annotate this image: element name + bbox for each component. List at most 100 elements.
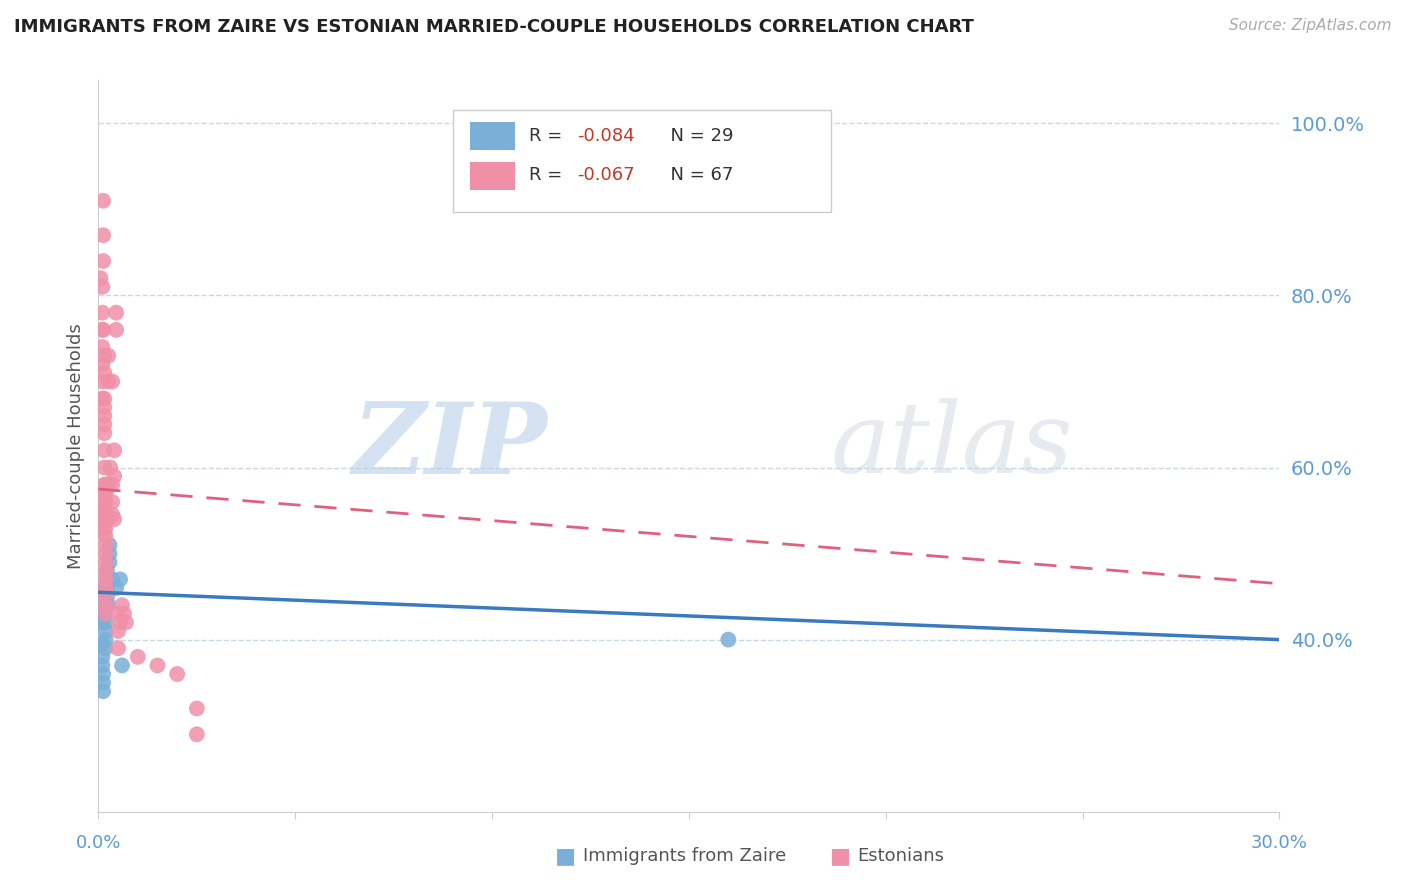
Point xyxy=(91,254,114,268)
Point xyxy=(94,564,117,578)
Point xyxy=(94,503,117,517)
Text: ZIP: ZIP xyxy=(353,398,547,494)
Point xyxy=(93,598,115,612)
Point xyxy=(93,500,115,514)
Text: R =: R = xyxy=(530,127,568,145)
Point xyxy=(93,460,115,475)
Point xyxy=(97,477,120,491)
Point xyxy=(98,460,121,475)
Point xyxy=(94,607,117,621)
Point xyxy=(93,508,115,522)
Point xyxy=(93,516,115,531)
Point xyxy=(107,607,129,621)
Text: N = 29: N = 29 xyxy=(659,127,734,145)
Point xyxy=(91,649,114,664)
Text: -0.084: -0.084 xyxy=(576,127,634,145)
Point xyxy=(96,564,118,578)
Point xyxy=(108,615,131,630)
Point xyxy=(146,658,169,673)
Point xyxy=(107,624,129,638)
Point xyxy=(91,615,114,630)
Text: ■: ■ xyxy=(555,847,576,866)
FancyBboxPatch shape xyxy=(471,162,516,190)
Point xyxy=(97,598,120,612)
Point xyxy=(94,581,117,595)
Point xyxy=(89,607,111,621)
Point xyxy=(94,477,117,491)
Point xyxy=(91,675,114,690)
Point xyxy=(108,573,131,587)
Point xyxy=(101,477,124,491)
Point xyxy=(166,667,188,681)
Point xyxy=(101,495,124,509)
Point xyxy=(94,615,117,630)
Point xyxy=(96,581,118,595)
Text: IMMIGRANTS FROM ZAIRE VS ESTONIAN MARRIED-COUPLE HOUSEHOLDS CORRELATION CHART: IMMIGRANTS FROM ZAIRE VS ESTONIAN MARRIE… xyxy=(14,18,974,36)
Point xyxy=(93,486,115,500)
Text: Source: ZipAtlas.com: Source: ZipAtlas.com xyxy=(1229,18,1392,33)
Point xyxy=(91,305,114,319)
Point xyxy=(94,547,117,561)
Point xyxy=(105,305,128,319)
Point xyxy=(94,521,117,535)
Point xyxy=(93,349,115,363)
Text: 30.0%: 30.0% xyxy=(1251,834,1308,852)
Point xyxy=(91,280,114,294)
Point xyxy=(93,409,115,423)
Point xyxy=(94,555,117,569)
Point xyxy=(93,477,115,491)
Point xyxy=(93,581,115,595)
Point xyxy=(94,512,117,526)
Point xyxy=(98,555,121,569)
Point xyxy=(105,581,128,595)
Text: Immigrants from Zaire: Immigrants from Zaire xyxy=(583,847,787,865)
Point xyxy=(96,590,118,604)
Point xyxy=(94,529,117,543)
Point xyxy=(91,194,114,208)
Point xyxy=(94,486,117,500)
Point xyxy=(93,417,115,432)
Point xyxy=(101,573,124,587)
Point xyxy=(91,375,114,389)
Point xyxy=(94,632,117,647)
Point xyxy=(93,401,115,415)
Point xyxy=(93,392,115,406)
Point xyxy=(91,357,114,371)
Point xyxy=(94,598,117,612)
Point xyxy=(93,426,115,441)
Point xyxy=(93,524,115,539)
Point xyxy=(115,615,138,630)
Point xyxy=(94,590,117,604)
Text: R =: R = xyxy=(530,167,568,185)
Text: ■: ■ xyxy=(830,847,851,866)
Point xyxy=(186,701,208,715)
Point xyxy=(127,649,149,664)
Point xyxy=(112,607,135,621)
Point xyxy=(91,340,114,354)
Point xyxy=(91,323,114,337)
Point xyxy=(97,375,120,389)
Point xyxy=(96,573,118,587)
Point xyxy=(101,508,124,522)
Point xyxy=(111,658,134,673)
Text: N = 67: N = 67 xyxy=(659,167,734,185)
Point xyxy=(91,392,114,406)
Text: -0.067: -0.067 xyxy=(576,167,634,185)
FancyBboxPatch shape xyxy=(471,122,516,150)
Point xyxy=(111,598,134,612)
Point xyxy=(93,590,115,604)
Point xyxy=(717,632,740,647)
Text: Estonians: Estonians xyxy=(858,847,945,865)
Point xyxy=(94,495,117,509)
Point xyxy=(98,547,121,561)
Point xyxy=(103,443,125,458)
Point xyxy=(89,271,111,285)
Point xyxy=(91,667,114,681)
Point xyxy=(93,443,115,458)
Point xyxy=(94,624,117,638)
Point xyxy=(93,607,115,621)
Point xyxy=(91,637,114,651)
Point xyxy=(91,323,114,337)
Text: 0.0%: 0.0% xyxy=(76,834,121,852)
Point xyxy=(186,727,208,741)
